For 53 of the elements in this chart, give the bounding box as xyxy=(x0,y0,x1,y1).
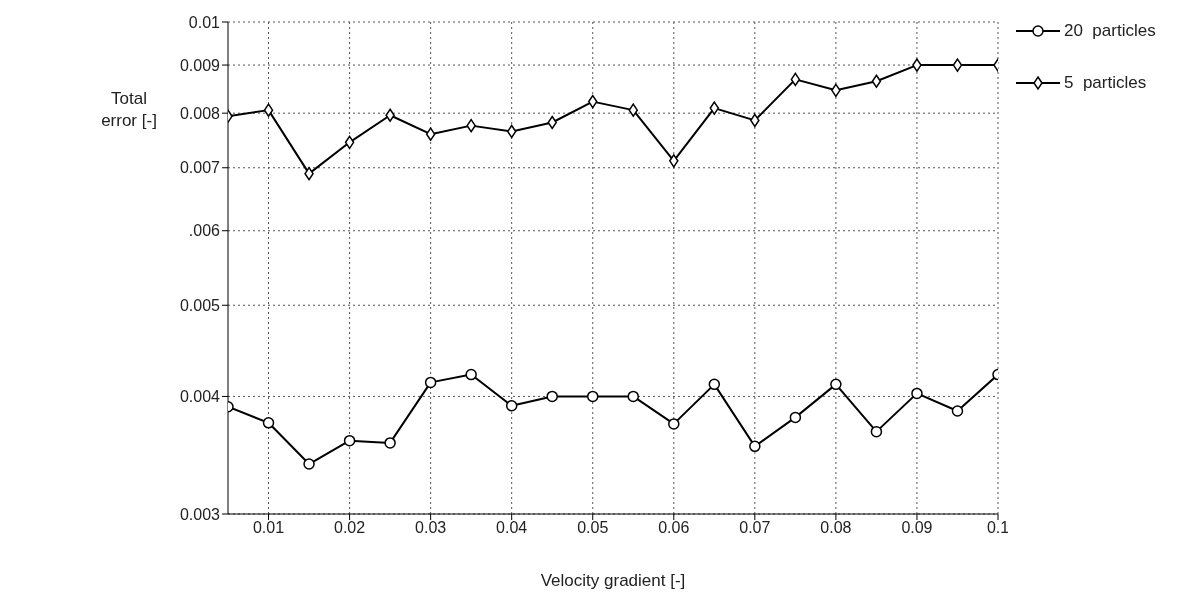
x-tick-label: 0.08 xyxy=(820,519,852,537)
x-tick-label: 0.05 xyxy=(577,519,609,537)
point xyxy=(911,387,923,400)
y-tick-label: 0.005 xyxy=(179,296,221,314)
point xyxy=(263,103,274,117)
point xyxy=(668,418,680,430)
point xyxy=(303,458,315,470)
point xyxy=(425,127,436,141)
legend-label: 5 particles xyxy=(1064,73,1147,93)
point xyxy=(790,72,801,87)
point xyxy=(871,74,882,89)
x-tick-label: 0.07 xyxy=(739,519,771,537)
point xyxy=(669,154,679,168)
point xyxy=(506,124,517,139)
y-tick-label: 0.008 xyxy=(179,104,221,122)
y-tick-label: 0.007 xyxy=(179,159,221,177)
x-tick-label: 0.1 xyxy=(986,519,1010,537)
point xyxy=(952,58,963,72)
point xyxy=(870,425,883,438)
point xyxy=(262,417,275,429)
point xyxy=(505,399,518,412)
x-tick-label: 0.02 xyxy=(334,519,366,537)
y-tick-label: 0.003 xyxy=(179,505,221,523)
point xyxy=(424,376,437,389)
x-tick-label: 0.03 xyxy=(415,519,447,537)
point xyxy=(709,101,720,115)
legend-label: 20 particles xyxy=(1064,21,1156,41)
y-tick-label: .006 xyxy=(188,222,221,240)
point xyxy=(749,440,761,453)
point xyxy=(627,390,640,403)
x-tick-label: 0.09 xyxy=(901,519,933,537)
x-tick-label: 0.01 xyxy=(252,519,285,537)
x-axis-title: Velocity gradient [-] xyxy=(540,571,686,590)
x-tick-label: 0.04 xyxy=(496,519,528,537)
point xyxy=(628,103,639,117)
point xyxy=(708,378,721,391)
y-tick-label: 0.004 xyxy=(179,388,221,406)
y-axis-title: Total error [-] xyxy=(100,88,158,132)
point xyxy=(586,390,599,403)
point xyxy=(384,437,396,449)
point xyxy=(587,94,598,109)
point xyxy=(951,405,964,417)
point xyxy=(344,135,355,150)
y-tick-label: 0.01 xyxy=(188,13,221,31)
point xyxy=(830,378,842,391)
point xyxy=(789,411,802,424)
point xyxy=(385,108,395,122)
x-tick-label: 0.06 xyxy=(658,519,690,537)
y-tick-label: 0.009 xyxy=(179,56,221,74)
point xyxy=(343,434,356,447)
point xyxy=(912,58,922,72)
point xyxy=(465,368,477,381)
point xyxy=(546,390,558,403)
